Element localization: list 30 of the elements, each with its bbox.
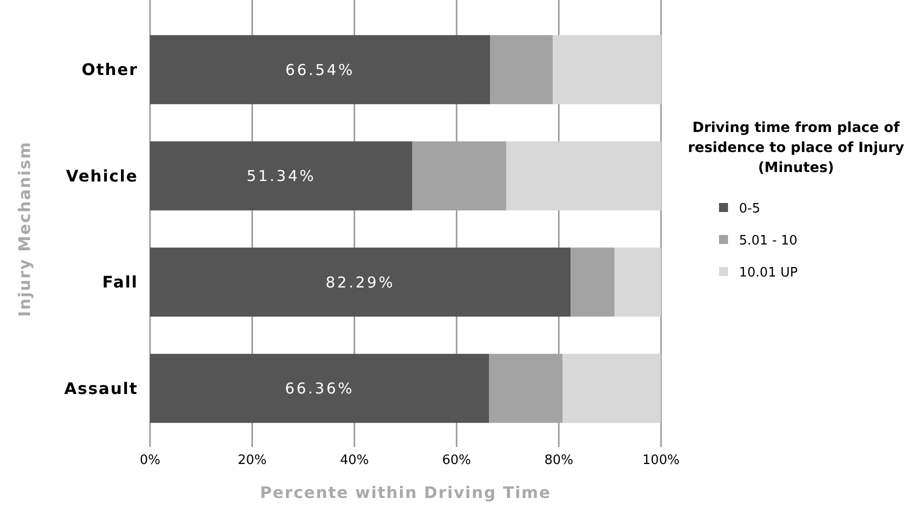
bar <box>506 141 662 210</box>
data-label: 82.29% <box>326 273 395 292</box>
bar <box>150 354 490 423</box>
x-tick-label: 40% <box>340 453 369 468</box>
x-tick-label: 20% <box>238 453 267 468</box>
legend-label: 5.01 - 10 <box>739 234 798 249</box>
bar <box>562 354 661 423</box>
bar <box>150 248 570 317</box>
bar <box>552 35 662 104</box>
data-label: 66.54% <box>285 60 355 79</box>
bar <box>150 141 412 210</box>
data-label: 51.34% <box>246 167 316 186</box>
legend-title: Driving time from place of residence to place of Injury (Minutes) <box>686 119 906 178</box>
y-tick-label: Vehicle <box>66 166 138 186</box>
x-tick-label: 80% <box>544 453 574 468</box>
x-tick-label: 60% <box>442 453 472 468</box>
legend-label: 0-5 <box>739 202 760 217</box>
bar <box>150 35 490 104</box>
y-axis-title: Injury Mechanism <box>15 141 34 317</box>
x-tick-label: 0% <box>140 453 160 468</box>
bar <box>570 248 614 317</box>
y-tick-label: Other <box>82 60 138 80</box>
x-axis-title: Percente within Driving Time <box>260 483 551 502</box>
x-tick-label: 100% <box>642 453 680 468</box>
y-tick-label: Fall <box>102 272 138 292</box>
y-tick-label: Assault <box>64 378 138 398</box>
bar <box>490 35 553 104</box>
bar <box>614 248 661 317</box>
legend-label: 10.01 UP <box>739 266 798 281</box>
data-label: 66.36% <box>284 380 354 398</box>
